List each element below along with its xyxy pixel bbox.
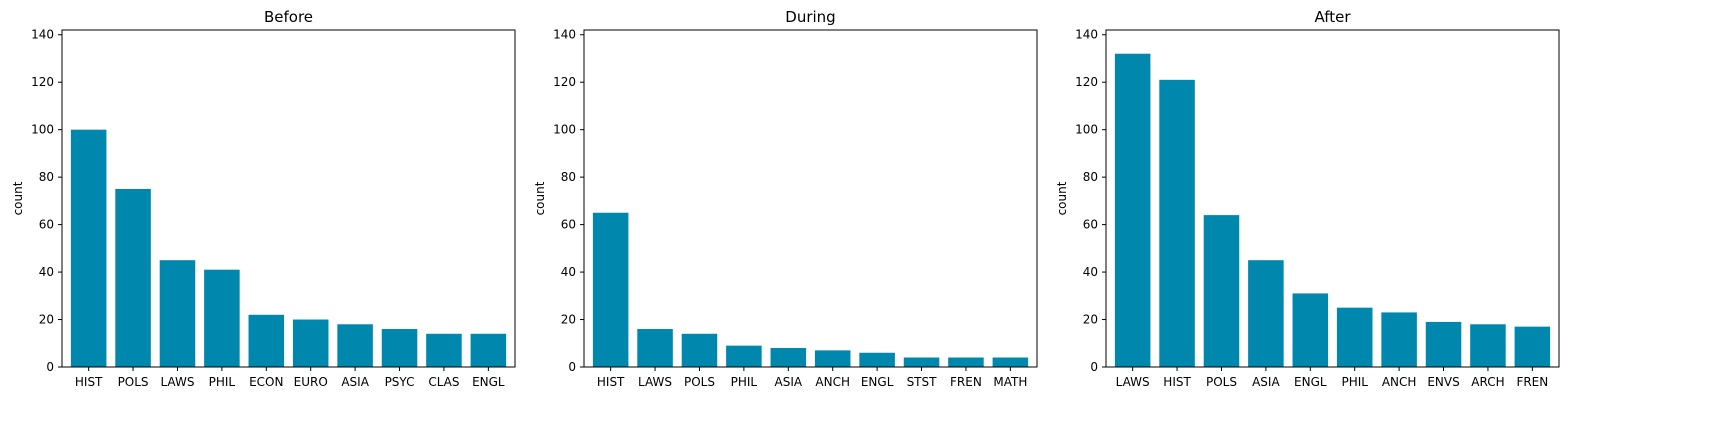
plot-frame xyxy=(1105,29,1560,368)
y-tick-label: 0 xyxy=(1090,360,1098,374)
y-tick-label: 20 xyxy=(39,313,54,327)
bar-asia xyxy=(337,324,373,367)
x-tick-label: ANCH xyxy=(1382,375,1417,389)
plot-frame xyxy=(61,29,516,368)
bar-pols xyxy=(681,333,718,367)
x-tick-label: LAWS xyxy=(1116,375,1150,389)
bar-hist xyxy=(1159,79,1195,368)
x-tick-label: HIST xyxy=(1163,375,1191,389)
x-tick-label: ENGL xyxy=(861,375,894,389)
bar-engl xyxy=(1292,293,1329,367)
x-tick-label: ENGL xyxy=(1294,375,1327,389)
bar-psyc xyxy=(381,329,418,367)
bar-envs xyxy=(1425,321,1462,367)
x-tick-label: POLS xyxy=(1206,375,1237,389)
chart-panel-after: After count LAWS HIST POLS ASIA ENGL PHIL ANCH… xyxy=(1055,8,1560,389)
chart-title: Before xyxy=(264,8,313,26)
chart-title: After xyxy=(1314,8,1351,26)
bar-asia xyxy=(770,348,807,367)
y-tick-label: 40 xyxy=(561,265,576,279)
x-tick-label: ENVS xyxy=(1427,375,1459,389)
x-tick-label: ARCH xyxy=(1471,375,1504,389)
bar-math xyxy=(992,357,1029,367)
y-tick-label: 40 xyxy=(1083,265,1098,279)
x-tick-label: ENGL xyxy=(472,375,505,389)
bar-econ xyxy=(248,314,285,367)
y-axis-label: count xyxy=(1055,181,1069,215)
y-tick-label: 20 xyxy=(1083,313,1098,327)
x-tick-label: LAWS xyxy=(638,375,672,389)
bar-anch xyxy=(814,350,851,367)
y-tick-label: 140 xyxy=(553,28,576,42)
bar-pols xyxy=(115,189,151,367)
x-tick-label: PSYC xyxy=(385,375,415,389)
y-tick-label: 80 xyxy=(1083,170,1098,184)
x-tick-label: HIST xyxy=(597,375,625,389)
y-tick-label: 40 xyxy=(39,265,54,279)
plot-frame xyxy=(583,29,1038,368)
bar-hist xyxy=(592,212,629,367)
bar-laws xyxy=(159,260,196,367)
y-tick-label: 20 xyxy=(561,313,576,327)
chart-panel-during: During count HIST LAWS POLS PHIL ASIA ANCH ENG… xyxy=(533,8,1038,389)
y-tick-label: 0 xyxy=(568,360,576,374)
bar-phil xyxy=(1336,307,1373,367)
y-tick-label: 140 xyxy=(31,28,54,42)
y-tick-label: 60 xyxy=(561,218,576,232)
bar-clas xyxy=(426,333,462,367)
x-tick-label: MATH xyxy=(993,375,1027,389)
y-tick-label: 120 xyxy=(553,75,576,89)
x-tick-label: ECON xyxy=(249,375,283,389)
chart-panel-before: Before count HIST POLS LAWS PHIL ECON EURO ASI… xyxy=(11,8,516,389)
bar-asia xyxy=(1248,260,1284,367)
x-tick-label: PHIL xyxy=(209,375,236,389)
bar-laws xyxy=(637,329,673,367)
x-tick-label: FREN xyxy=(950,375,982,389)
x-tick-label: LAWS xyxy=(160,375,194,389)
y-tick-label: 120 xyxy=(1075,75,1098,89)
x-tick-label: STST xyxy=(907,375,938,389)
bar-phil xyxy=(204,269,240,367)
y-tick-label: 100 xyxy=(1075,123,1098,137)
x-tick-label: ASIA xyxy=(1252,375,1280,389)
bar-engl xyxy=(859,352,895,367)
x-tick-label: EURO xyxy=(294,375,328,389)
y-tick-label: 60 xyxy=(1083,218,1098,232)
bar-laws xyxy=(1114,53,1151,368)
bar-anch xyxy=(1381,312,1417,367)
bar-engl xyxy=(470,333,507,367)
chart-title: During xyxy=(785,8,835,26)
y-tick-label: 120 xyxy=(31,75,54,89)
bar-stst xyxy=(903,357,940,367)
x-tick-label: ANCH xyxy=(815,375,850,389)
y-axis-label: count xyxy=(533,181,547,215)
y-tick-label: 80 xyxy=(39,170,54,184)
y-tick-label: 100 xyxy=(553,123,576,137)
bar-fren xyxy=(948,357,984,367)
y-axis-label: count xyxy=(11,181,25,215)
y-tick-label: 80 xyxy=(561,170,576,184)
y-tick-label: 60 xyxy=(39,218,54,232)
bar-euro xyxy=(292,319,329,367)
y-tick-label: 0 xyxy=(46,360,54,374)
x-tick-label: POLS xyxy=(118,375,149,389)
bar-fren xyxy=(1514,326,1551,367)
bar-hist xyxy=(70,129,107,367)
x-tick-label: PHIL xyxy=(1341,375,1368,389)
x-tick-label: FREN xyxy=(1516,375,1548,389)
x-tick-label: HIST xyxy=(75,375,103,389)
bar-phil xyxy=(726,345,762,367)
x-tick-label: PHIL xyxy=(731,375,758,389)
x-tick-label: CLAS xyxy=(428,375,459,389)
bar-pols xyxy=(1203,215,1240,367)
bar-arch xyxy=(1470,324,1506,367)
y-tick-label: 100 xyxy=(31,123,54,137)
x-tick-label: POLS xyxy=(684,375,715,389)
x-tick-label: ASIA xyxy=(341,375,369,389)
x-tick-label: ASIA xyxy=(775,375,803,389)
y-tick-label: 140 xyxy=(1075,28,1098,42)
